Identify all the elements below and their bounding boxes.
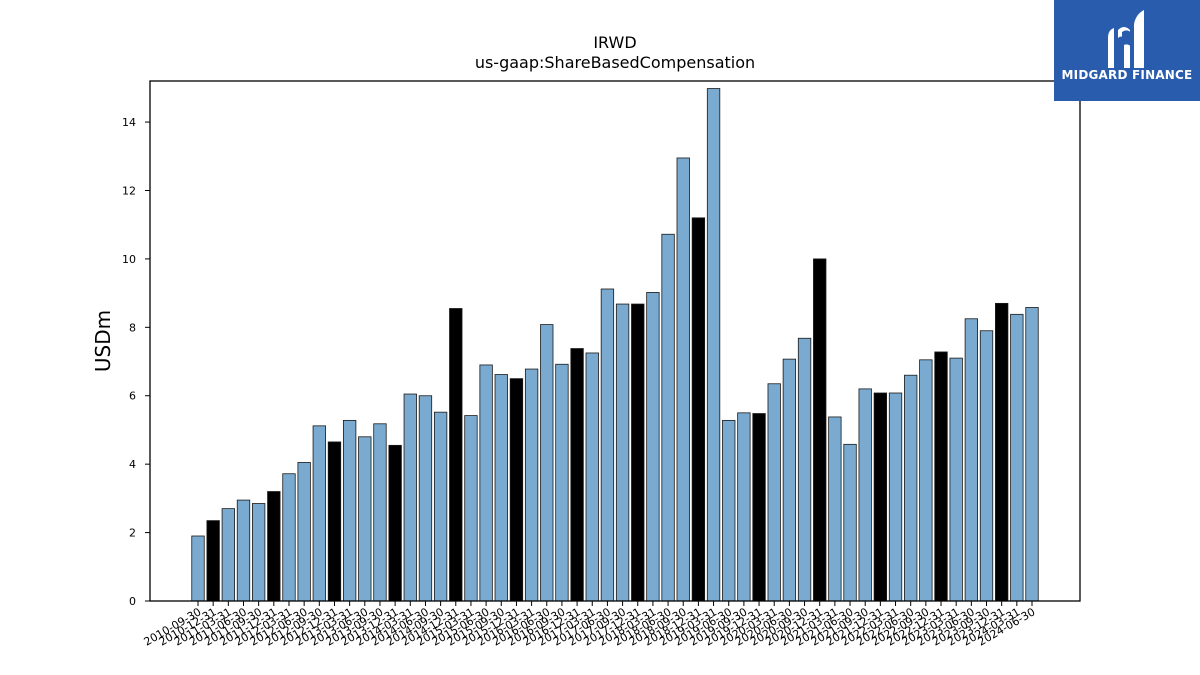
y-tick-label: 4 (129, 458, 136, 471)
bar-2017-03-31 (585, 352, 599, 602)
y-tick-label: 14 (122, 116, 136, 129)
y-tick-label: 10 (122, 253, 136, 266)
bar-2019-03-31 (706, 88, 721, 602)
bar-2012-06-30 (297, 462, 311, 602)
bar-2011-03-31 (221, 508, 235, 602)
bar-2023-06-30 (964, 318, 978, 602)
bar-2019-09-30 (737, 412, 751, 602)
bar-2014-09-30 (433, 411, 448, 602)
brand-logo: MIDGARD FINANCE (1054, 0, 1200, 101)
bar-2019-06-30 (722, 419, 736, 602)
bar-2021-06-30 (843, 443, 857, 602)
bar-2021-09-30 (858, 388, 872, 602)
bar-2020-06-30 (782, 358, 797, 602)
bar-2014-03-31 (403, 393, 417, 602)
bar-2012-12-31 (327, 441, 342, 602)
y-tick-label: 0 (129, 595, 136, 608)
bar-2022-09-30 (919, 359, 933, 602)
bar-2023-09-30 (979, 330, 994, 602)
y-axis-label: USDm (91, 310, 115, 372)
bar-2013-06-30 (358, 436, 372, 602)
bar-2010-12-31 (206, 520, 220, 602)
bar-2019-12-31 (752, 413, 766, 602)
bar-2016-03-31 (524, 368, 539, 602)
bar-2015-03-31 (464, 415, 478, 602)
bar-2022-12-31 (934, 351, 948, 602)
bar-2013-12-31 (388, 444, 402, 602)
bar-2021-12-31 (873, 392, 888, 602)
bar-2020-03-31 (767, 383, 781, 602)
brand-logo-text: MIDGARD FINANCE (1061, 68, 1193, 82)
bar-2015-09-30 (494, 374, 508, 602)
bar-2016-06-30 (540, 324, 554, 602)
bar-2018-09-30 (676, 157, 690, 602)
bar-2023-12-31 (995, 302, 1009, 602)
bar-2018-06-30 (661, 233, 675, 602)
x-ticks: 2010-09-302010-12-312011-03-312011-06-30… (142, 601, 1038, 649)
y-tick-label: 12 (122, 184, 136, 197)
bar-2015-06-30 (479, 364, 493, 602)
y-tick-label: 2 (129, 527, 136, 540)
bar-2018-12-31 (691, 217, 706, 602)
bar-2011-06-30 (236, 499, 251, 602)
bar-2017-12-31 (631, 303, 645, 602)
bar-2015-12-31 (509, 378, 524, 602)
bar-2014-12-31 (449, 308, 463, 602)
bar-2010-09-30 (191, 535, 205, 602)
bar-2020-12-31 (813, 258, 827, 602)
y-ticks: 0 2 4 6 8 10 12 14 (122, 116, 150, 608)
bar-2011-09-30 (251, 503, 266, 602)
bar-2016-12-31 (570, 348, 584, 602)
bar-2012-09-30 (312, 425, 326, 602)
plot-frame (149, 80, 1081, 602)
bar-2017-09-30 (615, 303, 630, 602)
bar-2024-03-31 (1010, 313, 1024, 602)
bar-2011-12-31 (267, 491, 281, 602)
bars-group (191, 88, 1039, 602)
bar-2013-09-30 (373, 423, 387, 602)
bar-2023-03-31 (949, 357, 963, 602)
bar-2020-09-30 (797, 337, 812, 602)
chart-title: IRWD (593, 33, 636, 52)
bar-2016-09-30 (555, 363, 569, 602)
bar-2017-06-30 (600, 288, 615, 602)
bar-2013-03-31 (342, 419, 357, 602)
midgard-logo-icon (1108, 10, 1144, 68)
y-tick-label: 6 (129, 390, 136, 403)
bar-2021-03-31 (828, 416, 842, 602)
bar-2022-06-30 (904, 374, 918, 602)
chart-subtitle: us-gaap:ShareBasedCompensation (475, 53, 755, 72)
bar-2024-06-30 (1025, 307, 1039, 602)
bar-2014-06-30 (418, 395, 433, 602)
y-tick-label: 8 (129, 321, 136, 334)
bar-2012-03-31 (282, 473, 296, 602)
bar-2018-03-31 (646, 292, 660, 602)
bar-2022-03-31 (888, 392, 903, 602)
